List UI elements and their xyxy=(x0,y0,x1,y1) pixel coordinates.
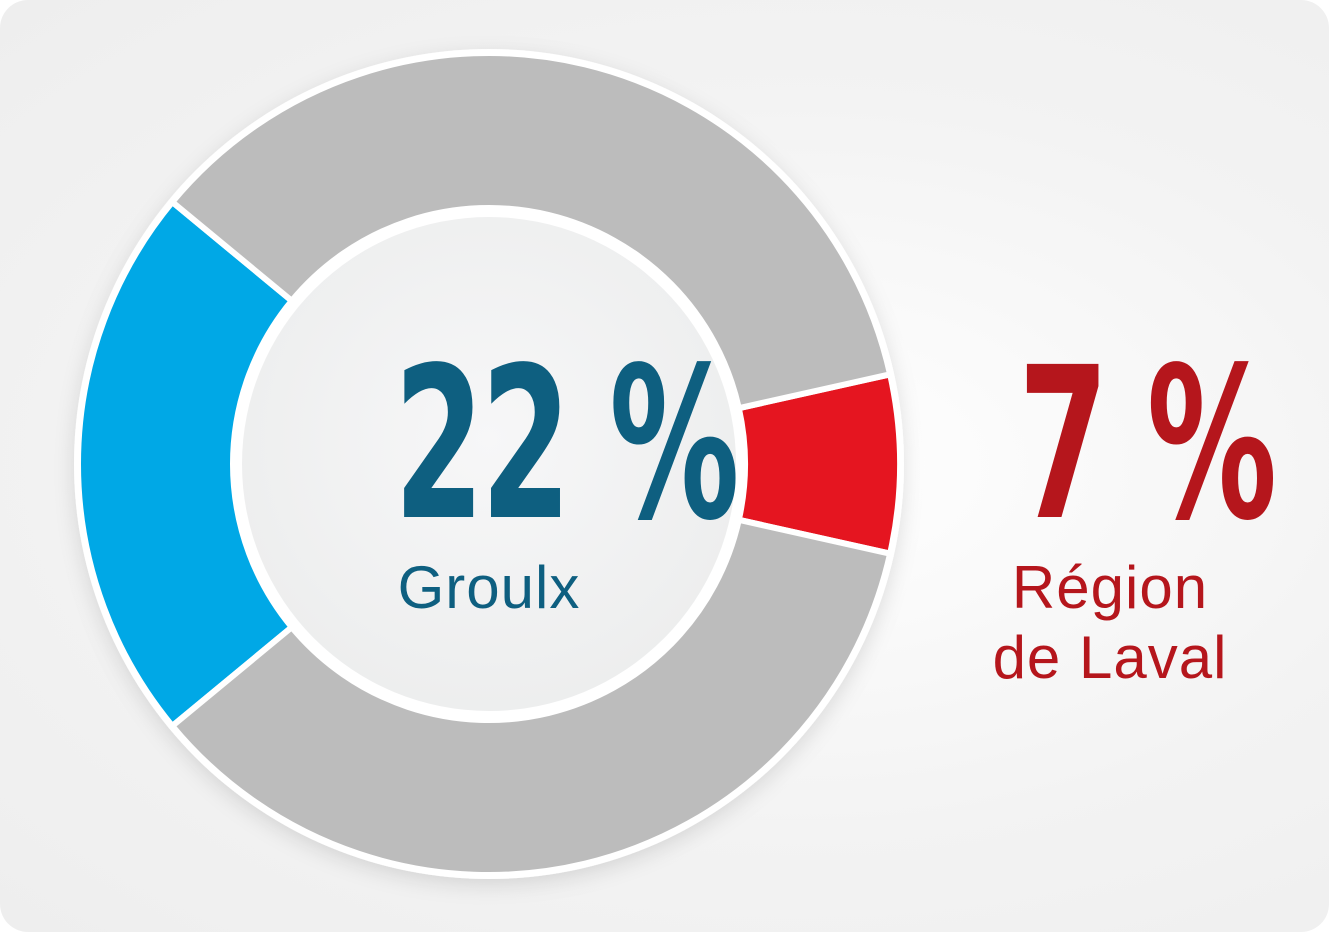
groulx-percentage: 22 % xyxy=(393,322,740,567)
laval-name-line1: Région xyxy=(1011,554,1209,621)
laval-percentage: 7 % xyxy=(1018,322,1277,567)
donut-hole xyxy=(242,217,736,711)
laval-label: 7 % Région de Laval xyxy=(940,322,1280,693)
donut-slices xyxy=(75,50,903,878)
laval-name-line2: de Laval xyxy=(992,624,1228,691)
laval-name: Région de Laval xyxy=(940,553,1280,693)
groulx-label: 22 % Groulx xyxy=(289,340,740,623)
groulx-name: Groulx xyxy=(397,554,581,621)
